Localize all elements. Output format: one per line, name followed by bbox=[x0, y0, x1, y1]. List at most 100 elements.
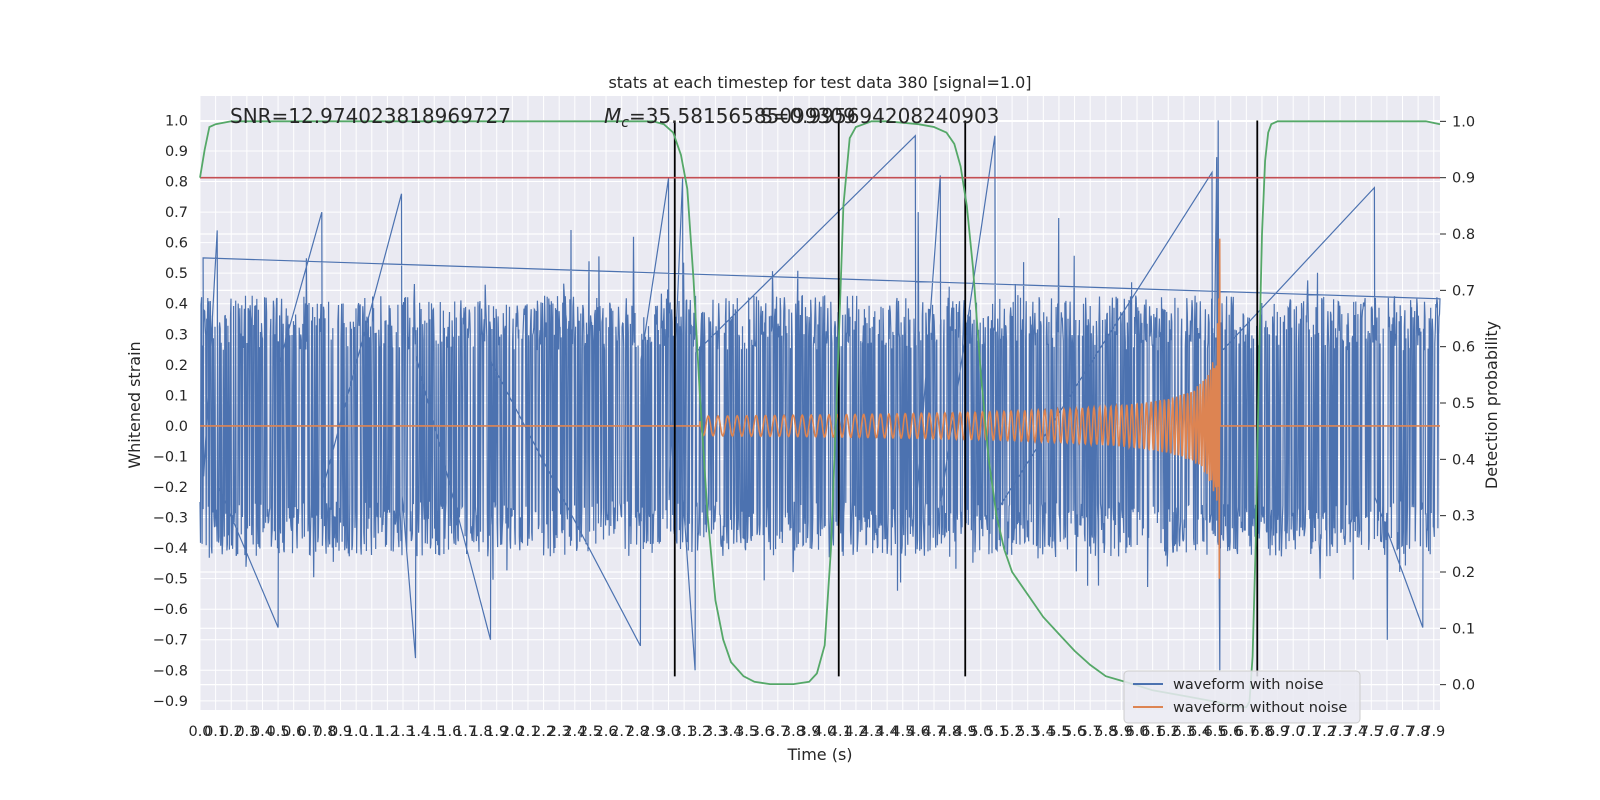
x-tick-label: 6.1 bbox=[1141, 724, 1164, 740]
right-y-tick-label: 0.4 bbox=[1452, 452, 1475, 468]
y-tick-label: 0.4 bbox=[165, 297, 188, 313]
y-tick-label: 0.5 bbox=[165, 266, 188, 282]
right-y-tick-label: 0.1 bbox=[1452, 621, 1475, 637]
x-tick-label: 4.3 bbox=[860, 724, 883, 740]
chirp-mass-subscript: c bbox=[621, 115, 629, 131]
x-tick-label: 1.9 bbox=[485, 724, 508, 740]
x-tick-label: 3.5 bbox=[735, 724, 758, 740]
y-tick-label: 1.0 bbox=[165, 113, 188, 129]
y-tick-label: 0.9 bbox=[165, 144, 188, 160]
legend-clean-label: waveform without noise bbox=[1173, 700, 1347, 716]
series-line-waveform-without-noise bbox=[200, 238, 1440, 579]
x-tick-label: 6.0 bbox=[1125, 724, 1148, 740]
x-tick-label: 0.8 bbox=[313, 724, 336, 740]
y-tick-label: −0.7 bbox=[153, 633, 188, 649]
right-y-tick-label: 0.2 bbox=[1452, 565, 1475, 581]
chart-title: stats at each timestep for test data 380… bbox=[608, 73, 1031, 92]
y-tick-label: −0.4 bbox=[153, 541, 188, 557]
y-tick-label: −0.3 bbox=[153, 511, 188, 527]
x-tick-label: 5.6 bbox=[1063, 724, 1086, 740]
x-tick-label: 4.6 bbox=[907, 724, 930, 740]
chirp-mass-annotation: Mc=35.58156585099309 bbox=[604, 104, 856, 131]
x-tick-label: 1.0 bbox=[345, 724, 368, 740]
x-tick-label: 0.0 bbox=[188, 724, 211, 740]
x-tick-label: 3.8 bbox=[782, 724, 805, 740]
x-tick-label: 7.7 bbox=[1391, 724, 1414, 740]
x-tick-label: 5.2 bbox=[1001, 724, 1024, 740]
right-y-tick-label: 1.0 bbox=[1452, 114, 1475, 130]
x-tick-label: 3.4 bbox=[719, 724, 742, 740]
x-tick-label: 5.9 bbox=[1110, 724, 1133, 740]
x-tick-label: 2.7 bbox=[610, 724, 633, 740]
x-tick-label: 3.0 bbox=[657, 724, 680, 740]
right-y-axis-label: Detection probability bbox=[1482, 321, 1501, 489]
y-tick-label: −0.5 bbox=[153, 572, 188, 588]
x-tick-label: 5.4 bbox=[1032, 724, 1055, 740]
x-tick-label: 4.7 bbox=[922, 724, 945, 740]
x-tick-label: 7.3 bbox=[1329, 724, 1352, 740]
x-tick-label: 3.3 bbox=[704, 724, 727, 740]
x-tick-label: 2.1 bbox=[516, 724, 539, 740]
x-tick-label: 6.3 bbox=[1172, 724, 1195, 740]
x-tick-label: 5.0 bbox=[969, 724, 992, 740]
y-tick-label: −0.2 bbox=[153, 480, 188, 496]
x-tick-labels: 0.00.10.20.30.40.50.60.70.80.91.01.11.21… bbox=[188, 724, 1445, 740]
x-tick-label: 0.7 bbox=[298, 724, 321, 740]
vertical-markers bbox=[673, 120, 1259, 677]
x-tick-label: 7.0 bbox=[1282, 724, 1305, 740]
x-tick-label: 3.2 bbox=[688, 724, 711, 740]
x-tick-label: 2.5 bbox=[579, 724, 602, 740]
x-tick-label: 5.8 bbox=[1094, 724, 1117, 740]
x-tick-label: 2.0 bbox=[501, 724, 524, 740]
x-tick-label: 7.4 bbox=[1344, 724, 1367, 740]
y-tick-label: 0.6 bbox=[165, 236, 188, 252]
x-tick-label: 0.5 bbox=[267, 724, 290, 740]
x-tick-label: 0.2 bbox=[220, 724, 243, 740]
x-tick-label: 5.1 bbox=[985, 724, 1008, 740]
legend-noise-label: waveform with noise bbox=[1173, 677, 1324, 693]
right-y-tick-label: 0.9 bbox=[1452, 171, 1475, 187]
x-tick-label: 1.6 bbox=[438, 724, 461, 740]
x-tick-label: 3.7 bbox=[766, 724, 789, 740]
right-y-tick-label: 0.3 bbox=[1452, 509, 1475, 525]
x-tick-label: 1.1 bbox=[360, 724, 383, 740]
x-tick-label: 4.9 bbox=[954, 724, 977, 740]
y-tick-label: 0.0 bbox=[165, 419, 188, 435]
y-tick-label: 0.2 bbox=[165, 358, 188, 374]
x-tick-label: 4.5 bbox=[891, 724, 914, 740]
x-tick-label: 1.4 bbox=[407, 724, 430, 740]
chirp-mass-value: =35.58156585099309 bbox=[629, 104, 856, 128]
x-tick-label: 6.6 bbox=[1219, 724, 1242, 740]
x-tick-label: 2.8 bbox=[626, 724, 649, 740]
x-tick-label: 4.2 bbox=[844, 724, 867, 740]
right-y-tick-label: 0.7 bbox=[1452, 283, 1475, 299]
y-tick-label: −0.9 bbox=[153, 694, 188, 710]
x-tick-label: 2.4 bbox=[563, 724, 586, 740]
x-tick-label: 0.9 bbox=[329, 724, 352, 740]
series-waveform-without-noise bbox=[200, 238, 1440, 579]
x-tick-label: 6.2 bbox=[1157, 724, 1180, 740]
right-y-tick-labels: 1.0 0.9 0.8 0.7 0.6 0.5 0.4 0.3 0.2 0.1 0.0 bbox=[1440, 114, 1475, 694]
y-tick-label: −0.1 bbox=[153, 449, 188, 465]
x-tick-label: 1.8 bbox=[470, 724, 493, 740]
x-tick-label: 5.7 bbox=[1079, 724, 1102, 740]
x-tick-label: 1.3 bbox=[391, 724, 414, 740]
x-tick-label: 5.3 bbox=[1016, 724, 1039, 740]
x-tick-label: 0.3 bbox=[235, 724, 258, 740]
x-tick-label: 0.1 bbox=[204, 724, 227, 740]
x-tick-label: 1.7 bbox=[454, 724, 477, 740]
x-tick-label: 6.5 bbox=[1204, 724, 1227, 740]
snr-annotation: SNR=12.974023818969727 bbox=[230, 104, 511, 128]
x-tick-label: 1.5 bbox=[423, 724, 446, 740]
x-tick-label: 4.4 bbox=[876, 724, 899, 740]
y-tick-label: 0.8 bbox=[165, 175, 188, 191]
x-tick-label: 6.9 bbox=[1266, 724, 1289, 740]
x-tick-label: 7.6 bbox=[1375, 724, 1398, 740]
x-tick-label: 6.7 bbox=[1235, 724, 1258, 740]
x-tick-label: 5.5 bbox=[1047, 724, 1070, 740]
chirp-mass-symbol: M bbox=[604, 104, 621, 128]
x-tick-label: 4.8 bbox=[938, 724, 961, 740]
x-tick-label: 4.1 bbox=[829, 724, 852, 740]
x-tick-label: 6.4 bbox=[1188, 724, 1211, 740]
